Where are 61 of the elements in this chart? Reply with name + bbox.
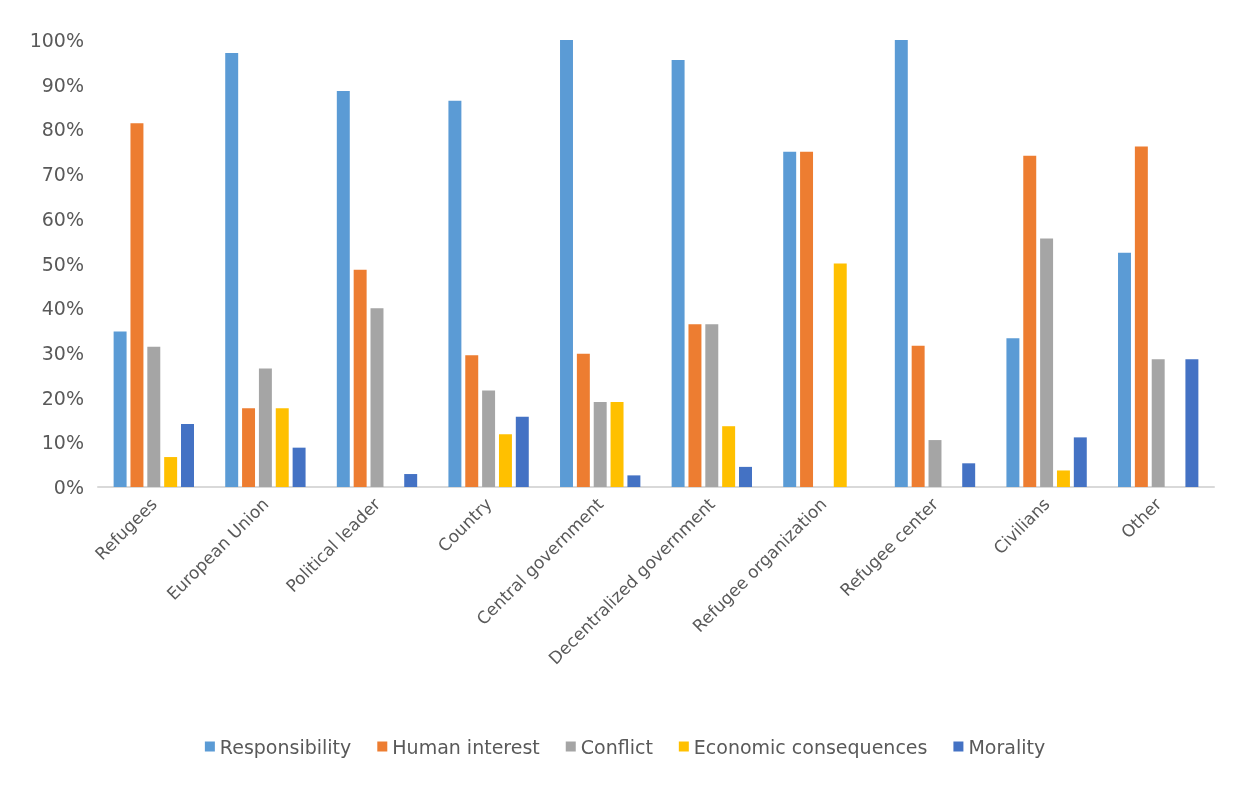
bar <box>1151 359 1165 487</box>
y-tick-label: 70% <box>41 163 84 186</box>
bar <box>1073 437 1087 487</box>
y-tick-label: 80% <box>41 118 84 141</box>
y-tick-label: 40% <box>41 297 84 320</box>
legend-label: Human interest <box>392 735 540 758</box>
bar <box>448 100 462 487</box>
bar <box>783 151 797 487</box>
bar <box>482 390 496 487</box>
bar <box>465 355 479 487</box>
bar <box>962 463 976 487</box>
bar <box>164 457 178 487</box>
bar <box>147 346 161 487</box>
y-tick-label: 90% <box>41 73 84 96</box>
bar <box>800 151 814 487</box>
bar <box>258 368 272 487</box>
y-tick-label: 20% <box>41 386 84 409</box>
bar <box>336 90 350 487</box>
bar <box>911 345 925 487</box>
bar <box>610 402 624 487</box>
y-tick-label: 50% <box>41 252 84 275</box>
bar <box>627 475 641 487</box>
bar <box>1006 338 1020 487</box>
y-tick-label: 30% <box>41 341 84 364</box>
bar <box>1040 238 1054 487</box>
bar <box>593 402 607 487</box>
bar <box>1056 470 1070 487</box>
bar <box>1185 359 1199 487</box>
y-tick-label: 60% <box>41 207 84 230</box>
legend-label: Responsibility <box>219 735 352 758</box>
legend-label: Economic consequences <box>693 735 928 758</box>
bar <box>515 416 529 487</box>
legend-label: Morality <box>968 735 1046 758</box>
bar <box>404 474 418 487</box>
bar <box>1023 155 1037 487</box>
bar <box>113 331 127 487</box>
bar <box>833 263 847 487</box>
bar <box>705 324 719 487</box>
bar <box>671 60 685 487</box>
bar <box>928 440 942 487</box>
bar <box>242 408 256 487</box>
bar <box>688 324 702 487</box>
bar <box>560 40 573 487</box>
bar <box>722 426 736 487</box>
bar <box>498 434 512 487</box>
bar <box>292 447 306 487</box>
bar <box>739 466 752 487</box>
legend-label: Conflict <box>580 735 653 758</box>
bar <box>225 52 239 487</box>
y-tick-label: 100% <box>29 29 84 51</box>
bar <box>353 269 367 487</box>
bar <box>130 123 144 487</box>
bar <box>370 308 384 487</box>
bar <box>576 353 590 487</box>
bar <box>1134 146 1148 487</box>
bar <box>181 423 194 487</box>
bar <box>1118 252 1131 487</box>
y-tick-label: 0% <box>53 476 84 498</box>
bar <box>894 40 908 487</box>
bar <box>275 408 289 487</box>
y-tick-label: 10% <box>41 431 84 454</box>
